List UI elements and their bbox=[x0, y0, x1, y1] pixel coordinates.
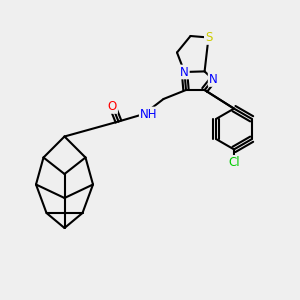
Text: NH: NH bbox=[140, 107, 157, 121]
Text: O: O bbox=[108, 100, 117, 113]
Text: N: N bbox=[180, 65, 189, 79]
Text: N: N bbox=[208, 73, 217, 86]
Text: Cl: Cl bbox=[228, 156, 240, 169]
Text: S: S bbox=[205, 31, 212, 44]
